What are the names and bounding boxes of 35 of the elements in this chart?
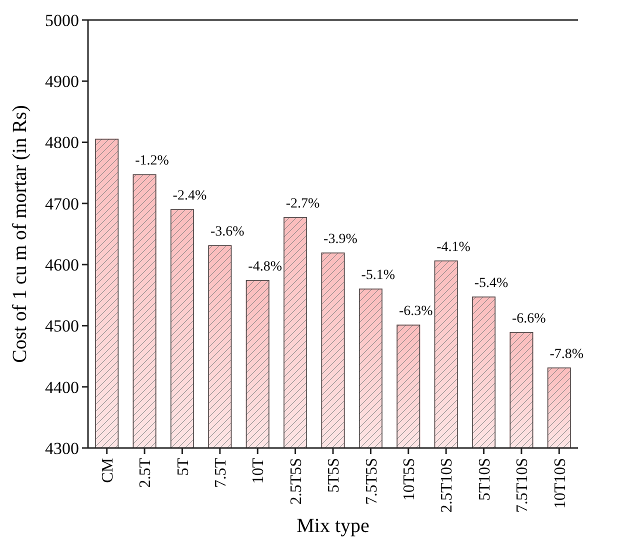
- y-tick-label: 4400: [45, 378, 79, 397]
- x-tick-label: 2.5T5S: [288, 458, 305, 505]
- x-tick-label: 5T: [174, 458, 192, 476]
- y-tick-label: 4700: [45, 194, 79, 214]
- y-tick-label: 4600: [45, 256, 79, 275]
- y-tick-label: 4900: [45, 72, 79, 92]
- x-tick-label: 7.5T: [212, 458, 230, 488]
- x-axis-title: Mix type: [296, 515, 370, 537]
- x-tick-label: 7.5T5S: [363, 458, 380, 505]
- x-tick-label: 5T5S: [326, 458, 343, 493]
- x-tick-label: 10T5S: [400, 458, 418, 501]
- y-tick-label: 4500: [45, 316, 79, 336]
- y-tick-label: 5000: [45, 10, 79, 30]
- annotation: -2.4%: [172, 188, 207, 204]
- x-tick-label: 7.5T10S: [514, 458, 532, 513]
- annotation: -6.3%: [398, 304, 434, 320]
- annotation: -3.6%: [210, 224, 245, 240]
- x-tick-label: 2.5T10S: [438, 458, 456, 513]
- annotation: -5.1%: [361, 268, 396, 284]
- x-tick-label: CM: [99, 458, 116, 483]
- x-tick-label: 2.5T: [137, 458, 154, 488]
- annotation: -4.8%: [248, 259, 282, 274]
- annotation: -5.4%: [474, 276, 508, 291]
- x-tick-label: 10T10S: [552, 458, 569, 509]
- annotation: -4.1%: [436, 240, 471, 255]
- annotation: -6.6%: [512, 311, 546, 326]
- annotation: -2.7%: [286, 196, 320, 212]
- y-tick-label: 4300: [45, 438, 79, 458]
- annotation: -3.9%: [324, 232, 358, 247]
- x-tick-label: 5T10S: [476, 458, 494, 501]
- y-tick-label: 4800: [45, 133, 79, 152]
- annotation: -7.8%: [550, 346, 584, 362]
- annotation: -1.2%: [135, 154, 170, 169]
- x-tick-label: 10T: [250, 458, 268, 484]
- y-axis-title: Cost of 1 cu m of mortar (in Rs): [9, 105, 31, 363]
